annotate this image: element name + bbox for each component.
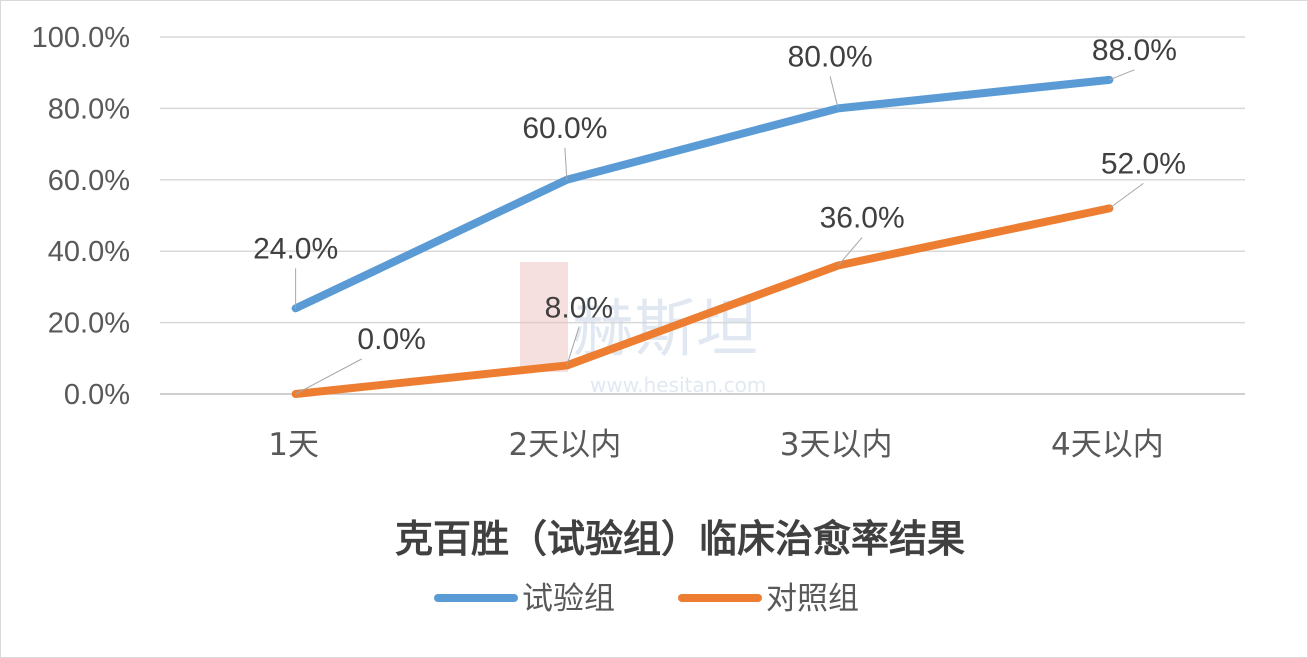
- data-label: 60.0%: [522, 112, 607, 145]
- y-tick-label: 0.0%: [64, 379, 130, 411]
- series-line-2: [291, 204, 1114, 398]
- gridlines: [160, 36, 1245, 395]
- leader-line: [566, 327, 580, 366]
- leader-line: [1109, 182, 1144, 209]
- chart-title: 克百胜（试验组）临床治愈率结果: [395, 517, 965, 561]
- data-label: 88.0%: [1092, 34, 1177, 67]
- data-label: 36.0%: [820, 201, 905, 234]
- y-tick-label: 40.0%: [48, 236, 130, 268]
- leader-line: [1109, 69, 1135, 81]
- watermark-logo: [520, 262, 568, 372]
- x-tick-label: 3天以内: [780, 427, 893, 463]
- y-tick-label: 60.0%: [48, 165, 130, 197]
- series-line-1: [291, 75, 1114, 313]
- y-axis-ticks: 0.0% 20.0% 40.0% 60.0% 80.0% 100.0%: [32, 22, 130, 411]
- data-label: 52.0%: [1101, 147, 1186, 180]
- data-label: 80.0%: [788, 40, 873, 73]
- watermark-url: www.hesitan.com: [590, 373, 766, 397]
- x-tick-label: 2天以内: [509, 427, 622, 463]
- leader-line: [829, 76, 839, 109]
- leader-line: [564, 147, 568, 180]
- data-label: 8.0%: [545, 291, 613, 324]
- legend-label-2: 对照组: [766, 581, 859, 617]
- y-tick-label: 80.0%: [48, 93, 130, 125]
- legend-label-1: 试验组: [522, 581, 615, 617]
- x-tick-label: 4天以内: [1051, 427, 1164, 463]
- data-label: 24.0%: [253, 232, 338, 265]
- leader-line: [295, 358, 362, 395]
- y-tick-label: 20.0%: [48, 308, 130, 340]
- legend: 试验组 对照组: [434, 581, 859, 617]
- data-label: 0.0%: [357, 323, 425, 356]
- watermark: 赫斯坦 www.hesitan.com: [520, 262, 766, 397]
- leader-line: [837, 237, 863, 266]
- y-tick-label: 100.0%: [32, 22, 130, 54]
- x-tick-label: 1天: [268, 427, 319, 463]
- x-axis-ticks: 1天 2天以内 3天以内 4天以内: [268, 427, 1163, 463]
- data-labels: 24.0% 60.0% 80.0% 88.0% 0.0% 8.0% 36.0% 52.0%: [253, 34, 1186, 395]
